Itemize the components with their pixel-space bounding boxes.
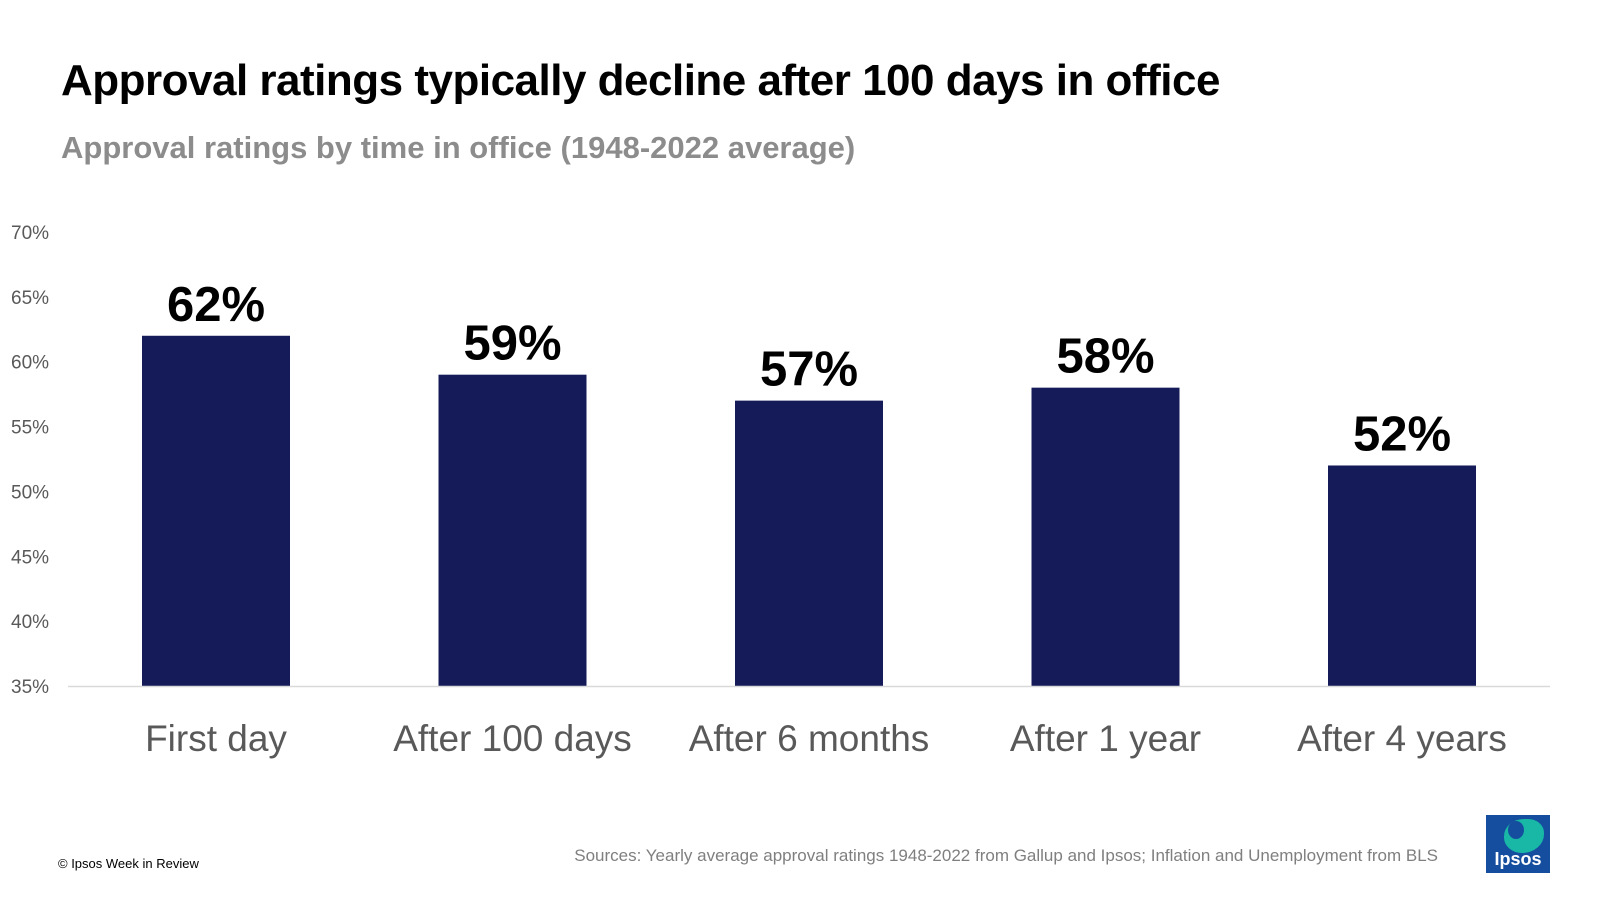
bar <box>1328 465 1476 686</box>
y-tick-label: 45% <box>11 547 49 568</box>
data-label: 58% <box>1056 330 1154 384</box>
bar <box>142 335 290 686</box>
data-label: 59% <box>463 317 561 371</box>
ipsos-logo: Ipsos <box>1486 815 1550 873</box>
y-tick-label: 50% <box>11 482 49 503</box>
sources-note: Sources: Yearly average approval ratings… <box>574 846 1438 865</box>
data-label: 62% <box>167 278 265 332</box>
x-category-label: After 100 days <box>393 718 632 759</box>
logo-wordmark: Ipsos <box>1494 849 1542 869</box>
bar <box>1031 387 1180 686</box>
data-label: 52% <box>1353 407 1451 461</box>
x-category-label: First day <box>145 718 287 759</box>
bar <box>735 400 883 686</box>
y-tick-label: 65% <box>11 288 49 309</box>
chart-subtitle: Approval ratings by time in office (1948… <box>61 130 856 165</box>
y-tick-label: 40% <box>11 612 49 633</box>
chart-title: Approval ratings typically decline after… <box>61 56 1220 105</box>
logo-head-shape <box>1508 821 1524 839</box>
x-category-label: After 6 months <box>689 718 930 759</box>
copyright-note: © Ipsos Week in Review <box>58 856 199 871</box>
y-tick-label: 55% <box>11 418 49 439</box>
bar <box>438 374 587 686</box>
data-label: 57% <box>760 343 858 397</box>
y-tick-label: 60% <box>11 353 49 374</box>
x-category-label: After 1 year <box>1010 718 1201 759</box>
y-tick-label: 70% <box>11 223 49 244</box>
y-tick-label: 35% <box>11 677 49 698</box>
x-category-label: After 4 years <box>1297 718 1507 759</box>
